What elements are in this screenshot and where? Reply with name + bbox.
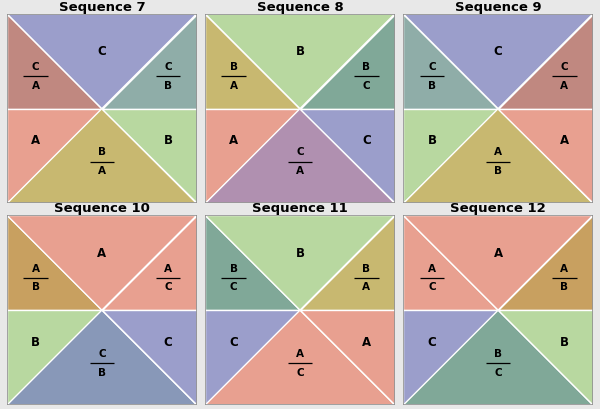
Text: B: B (230, 263, 238, 274)
Text: A: A (494, 147, 502, 157)
Polygon shape (7, 14, 102, 109)
Text: C: C (428, 283, 436, 292)
Polygon shape (205, 216, 395, 310)
Text: B: B (32, 283, 40, 292)
Title: Sequence 12: Sequence 12 (450, 202, 546, 216)
Polygon shape (498, 310, 593, 405)
Text: C: C (428, 62, 436, 72)
Text: A: A (560, 134, 569, 147)
Text: A: A (362, 336, 371, 349)
Text: B: B (560, 283, 568, 292)
Text: B: B (362, 263, 370, 274)
Polygon shape (7, 14, 197, 109)
Title: Sequence 9: Sequence 9 (455, 1, 541, 14)
Polygon shape (300, 310, 395, 405)
Text: C: C (296, 368, 304, 378)
Polygon shape (102, 310, 197, 405)
Text: C: C (494, 45, 503, 58)
Text: A: A (428, 263, 436, 274)
Text: A: A (229, 134, 238, 147)
Text: A: A (98, 166, 106, 176)
Text: B: B (98, 147, 106, 157)
Title: Sequence 7: Sequence 7 (59, 1, 145, 14)
Polygon shape (498, 14, 593, 109)
Text: A: A (32, 81, 40, 91)
Text: A: A (296, 166, 304, 176)
Title: Sequence 8: Sequence 8 (257, 1, 343, 14)
Polygon shape (403, 14, 593, 109)
Polygon shape (102, 216, 197, 310)
Text: B: B (31, 336, 40, 349)
Text: A: A (97, 247, 106, 260)
Polygon shape (403, 109, 498, 203)
Polygon shape (7, 109, 102, 203)
Polygon shape (498, 216, 593, 310)
Text: C: C (230, 283, 238, 292)
Text: B: B (560, 336, 569, 349)
Text: C: C (560, 62, 568, 72)
Polygon shape (300, 14, 395, 109)
Title: Sequence 10: Sequence 10 (54, 202, 150, 216)
Polygon shape (403, 14, 498, 109)
Text: B: B (427, 134, 436, 147)
Polygon shape (498, 109, 593, 203)
Polygon shape (403, 310, 593, 405)
Polygon shape (403, 216, 498, 310)
Text: A: A (230, 81, 238, 91)
Text: A: A (494, 247, 503, 260)
Polygon shape (205, 14, 300, 109)
Polygon shape (205, 216, 300, 310)
Text: B: B (362, 62, 370, 72)
Text: A: A (164, 263, 172, 274)
Text: B: B (494, 349, 502, 359)
Text: A: A (32, 263, 40, 274)
Text: C: C (229, 336, 238, 349)
Text: B: B (428, 81, 436, 91)
Text: B: B (295, 247, 304, 260)
Text: C: C (32, 62, 40, 72)
Text: C: C (494, 368, 502, 378)
Text: B: B (98, 368, 106, 378)
Text: A: A (296, 349, 304, 359)
Polygon shape (205, 310, 395, 405)
Polygon shape (7, 310, 102, 405)
Text: B: B (230, 62, 238, 72)
Polygon shape (403, 216, 593, 310)
Polygon shape (205, 14, 395, 109)
Polygon shape (102, 109, 197, 203)
Text: B: B (164, 134, 173, 147)
Text: C: C (362, 134, 371, 147)
Polygon shape (205, 109, 300, 203)
Polygon shape (7, 310, 197, 405)
Text: B: B (295, 45, 304, 58)
Text: C: C (428, 336, 436, 349)
Polygon shape (300, 216, 395, 310)
Polygon shape (300, 109, 395, 203)
Polygon shape (205, 109, 395, 203)
Text: C: C (362, 81, 370, 91)
Text: A: A (31, 134, 40, 147)
Polygon shape (403, 109, 593, 203)
Text: B: B (164, 81, 172, 91)
Text: C: C (296, 147, 304, 157)
Text: C: C (164, 283, 172, 292)
Text: C: C (164, 336, 172, 349)
Polygon shape (7, 216, 197, 310)
Title: Sequence 11: Sequence 11 (252, 202, 348, 216)
Text: B: B (494, 166, 502, 176)
Polygon shape (403, 310, 498, 405)
Text: C: C (98, 349, 106, 359)
Text: A: A (362, 283, 370, 292)
Text: A: A (560, 263, 568, 274)
Polygon shape (7, 109, 197, 203)
Text: C: C (97, 45, 106, 58)
Polygon shape (7, 216, 102, 310)
Polygon shape (102, 14, 197, 109)
Polygon shape (205, 310, 300, 405)
Text: A: A (560, 81, 568, 91)
Text: C: C (164, 62, 172, 72)
